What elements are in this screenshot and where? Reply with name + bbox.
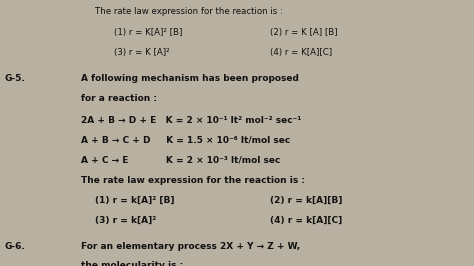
Text: The rate law expression for the reaction is :: The rate law expression for the reaction… <box>81 176 305 185</box>
Text: A + C → E            K = 2 × 10⁻³ lt/mol sec: A + C → E K = 2 × 10⁻³ lt/mol sec <box>81 156 280 165</box>
Text: A following mechanism has been proposed: A following mechanism has been proposed <box>81 74 299 84</box>
Text: (4) r = K[A][C]: (4) r = K[A][C] <box>270 48 332 57</box>
Text: (3) r = K [A]²: (3) r = K [A]² <box>114 48 169 57</box>
Text: G-5.: G-5. <box>5 74 26 84</box>
Text: For an elementary process 2X + Y → Z + W,: For an elementary process 2X + Y → Z + W… <box>81 242 300 251</box>
Text: for a reaction :: for a reaction : <box>81 94 156 103</box>
Text: (1) r = K[A]² [B]: (1) r = K[A]² [B] <box>114 28 182 37</box>
Text: G-6.: G-6. <box>5 242 26 251</box>
Text: (1) r = k[A]² [B]: (1) r = k[A]² [B] <box>95 196 174 205</box>
Text: (2) r = k[A][B]: (2) r = k[A][B] <box>270 196 343 205</box>
Text: (2) r = K [A] [B]: (2) r = K [A] [B] <box>270 28 338 37</box>
Text: the molecularity is :: the molecularity is : <box>81 261 183 266</box>
Text: A + B → C + D     K = 1.5 × 10⁻⁶ lt/mol sec: A + B → C + D K = 1.5 × 10⁻⁶ lt/mol sec <box>81 136 290 145</box>
Text: (4) r = k[A][C]: (4) r = k[A][C] <box>270 215 342 225</box>
Text: (3) r = k[A]²: (3) r = k[A]² <box>95 215 156 225</box>
Text: 2A + B → D + E   K = 2 × 10⁻¹ lt² mol⁻² sec⁻¹: 2A + B → D + E K = 2 × 10⁻¹ lt² mol⁻² se… <box>81 116 301 125</box>
Text: The rate law expression for the reaction is :: The rate law expression for the reaction… <box>95 7 283 16</box>
